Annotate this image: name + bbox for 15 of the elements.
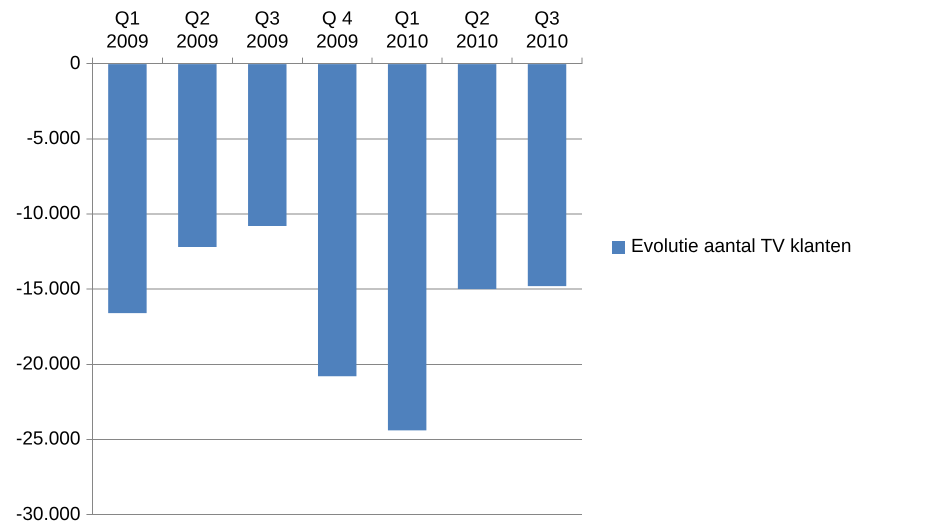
y-tick-label: -15.000 (16, 278, 80, 300)
x-tick-label: Q2 2010 (456, 8, 498, 52)
x-tick-label: Q1 2009 (106, 8, 149, 52)
x-tick-label: Q2 2009 (176, 8, 218, 52)
y-tick-label: 0 (70, 52, 80, 74)
y-tick-label: -5.000 (26, 128, 80, 149)
y-tick-label: -10.000 (16, 203, 80, 224)
x-tick-label: Q3 2010 (526, 8, 568, 52)
legend-label: Evolutie aantal TV klanten (631, 235, 852, 259)
y-tick-label: -30.000 (16, 504, 80, 525)
x-tick-label: Q3 2009 (246, 8, 288, 52)
x-tick-label: Q1 2010 (386, 8, 428, 52)
y-tick-label: -20.000 (16, 354, 80, 374)
y-tick-label: -25.000 (16, 428, 80, 450)
x-tick-label: Q 4 2009 (316, 8, 358, 52)
